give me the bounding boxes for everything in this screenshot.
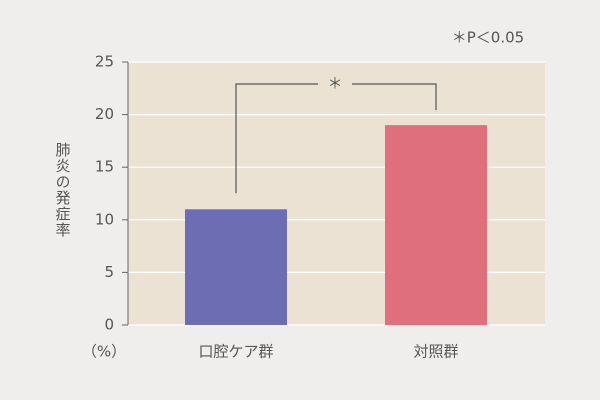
y-tick-label: 10 [95, 210, 114, 228]
y-tick-label: 0 [104, 316, 114, 334]
annotation: ＊P＜0.05 [452, 29, 524, 47]
significance-mark: ＊ [327, 75, 342, 93]
y-tick-label: 5 [104, 263, 114, 281]
x-tick-label: 対照群 [413, 343, 458, 361]
y-unit: （%） [82, 343, 126, 361]
y-tick-label: 20 [95, 105, 114, 123]
bar [185, 209, 287, 325]
y-axis-label: 肺炎の発症率 [54, 142, 72, 238]
y-tick-label: 25 [95, 53, 114, 71]
bar [385, 125, 487, 326]
y-tick-label: 15 [95, 158, 114, 176]
x-tick-label: 口腔ケア群 [198, 343, 273, 361]
significance-bracket [235, 83, 437, 194]
